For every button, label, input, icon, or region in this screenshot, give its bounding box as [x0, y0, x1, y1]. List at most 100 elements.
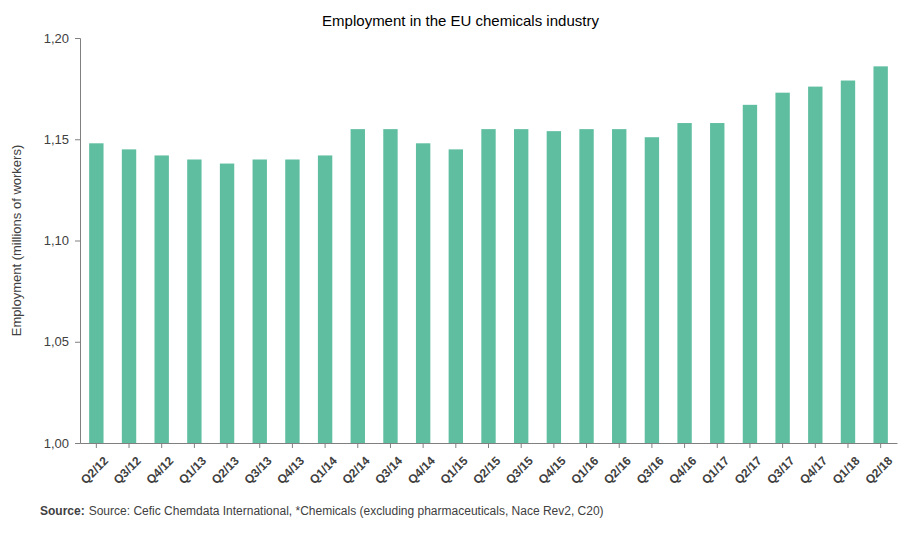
y-tick-label: 1,15: [44, 132, 69, 147]
bar: [841, 81, 855, 443]
bar: [547, 131, 561, 443]
x-tick-mark: [161, 443, 162, 448]
x-tick-mark: [227, 443, 228, 448]
y-tick-label: 1,00: [44, 436, 69, 451]
y-tick-mark: [75, 342, 80, 343]
x-tick-label: Q3/15: [503, 454, 536, 487]
x-tick-label: Q3/14: [372, 454, 405, 487]
x-tick-label: Q4/15: [536, 454, 569, 487]
bar: [514, 129, 528, 443]
x-tick-label: Q4/12: [143, 454, 176, 487]
x-tick-mark: [259, 443, 260, 448]
source-text: Source: Cefic Chemdata International, *C…: [89, 504, 604, 518]
y-tick-label: 1,05: [44, 334, 69, 349]
x-tick-label: Q1/14: [307, 454, 340, 487]
bar: [187, 160, 201, 444]
x-tick-mark: [96, 443, 97, 448]
x-tick-label: Q4/13: [274, 454, 307, 487]
x-tick: Q4/12: [143, 443, 176, 487]
y-tick-mark: [75, 38, 80, 39]
title: Employment in the EU chemicals industry: [322, 12, 599, 29]
x-tick-label: Q2/18: [862, 454, 895, 487]
x-tick-mark: [357, 443, 358, 448]
x-tick: Q2/14: [340, 443, 373, 487]
bar: [89, 143, 103, 443]
x-tick-mark: [749, 443, 750, 448]
x-tick: Q2/18: [862, 443, 895, 487]
x-tick: Q4/17: [797, 443, 830, 487]
x-tick: Q3/16: [634, 443, 667, 487]
x-tick-mark: [455, 443, 456, 448]
y-tick-mark: [75, 241, 80, 242]
x-tick-mark: [292, 443, 293, 448]
x-tick-label: Q2/13: [209, 454, 242, 487]
bar: [253, 160, 267, 444]
x-tick: Q3/17: [764, 443, 797, 487]
x-tick-label: Q1/13: [176, 454, 209, 487]
chart: 1,00 1,05 1,10 1,15 1,20 Q2/12Q3/12Q4/12Q1/13…: [0, 0, 921, 538]
x-tick-label: Q1/18: [830, 454, 863, 487]
x-tick-label: Q3/16: [634, 454, 667, 487]
x-tick-label: Q3/17: [764, 454, 797, 487]
x-tick: Q3/13: [241, 443, 274, 487]
x-tick: Q1/16: [568, 443, 601, 487]
x-tick: Q1/14: [307, 443, 340, 487]
y-axis: 1,00 1,05 1,10 1,15 1,20: [44, 31, 81, 451]
x-tick: Q4/14: [405, 443, 438, 487]
y-tick-label: 1,10: [44, 233, 69, 248]
bar: [351, 129, 365, 443]
x-tick-label: Q1/15: [438, 454, 471, 487]
x-tick: Q1/13: [176, 443, 209, 487]
bar: [645, 137, 659, 443]
x-tick-label: Q4/14: [405, 454, 438, 487]
y-tick: 1,10: [44, 233, 80, 248]
x-tick-mark: [619, 443, 620, 448]
bar: [155, 155, 169, 443]
x-tick-mark: [521, 443, 522, 448]
x-tick-mark: [553, 443, 554, 448]
bar: [710, 123, 724, 443]
source: Source:Source: Cefic Chemdata Internatio…: [40, 504, 604, 518]
x-tick-label: Q3/13: [241, 454, 274, 487]
plot: 1,00 1,05 1,10 1,15 1,20 Q2/12Q3/12Q4/12Q1/13…: [44, 31, 898, 487]
bar: [775, 93, 789, 443]
x-tick: Q3/14: [372, 443, 405, 487]
x-tick: Q4/13: [274, 443, 307, 487]
x-tick: Q4/16: [666, 443, 699, 487]
bar: [220, 164, 234, 443]
x-tick-label: Q4/16: [666, 454, 699, 487]
x-tick: Q1/15: [438, 443, 471, 487]
x-tick: Q3/15: [503, 443, 536, 487]
x-tick-mark: [423, 443, 424, 448]
y-tick: 1,20: [44, 31, 80, 46]
x-tick-mark: [717, 443, 718, 448]
x-axis: Q2/12Q3/12Q4/12Q1/13Q2/13Q3/13Q4/13Q1/14…: [78, 443, 897, 487]
y-tick-mark: [75, 443, 80, 444]
x-tick-mark: [488, 443, 489, 448]
y-tick: 1,00: [44, 436, 80, 451]
x-tick-label: Q2/15: [470, 454, 503, 487]
bar: [677, 123, 691, 443]
bar: [416, 143, 430, 443]
x-tick: Q2/17: [732, 443, 765, 487]
bar: [873, 66, 887, 443]
bar: [122, 149, 136, 443]
bar: [481, 129, 495, 443]
y-tick: 1,05: [44, 334, 80, 349]
x-tick-label: Q1/16: [568, 454, 601, 487]
bar: [383, 129, 397, 443]
x-tick: Q2/12: [78, 443, 111, 487]
x-tick-label: Q2/12: [78, 454, 111, 487]
x-tick-mark: [390, 443, 391, 448]
y-axis-line: [75, 39, 81, 444]
x-tick-mark: [325, 443, 326, 448]
y-tick-label: 1,20: [44, 31, 69, 46]
x-tick-mark: [651, 443, 652, 448]
bar: [743, 105, 757, 443]
x-tick-mark: [815, 443, 816, 448]
x-tick-label: Q3/12: [111, 454, 144, 487]
x-tick: Q1/18: [830, 443, 863, 487]
x-tick-label: Q2/14: [340, 454, 373, 487]
x-tick: Q3/12: [111, 443, 144, 487]
bars: [89, 66, 888, 443]
